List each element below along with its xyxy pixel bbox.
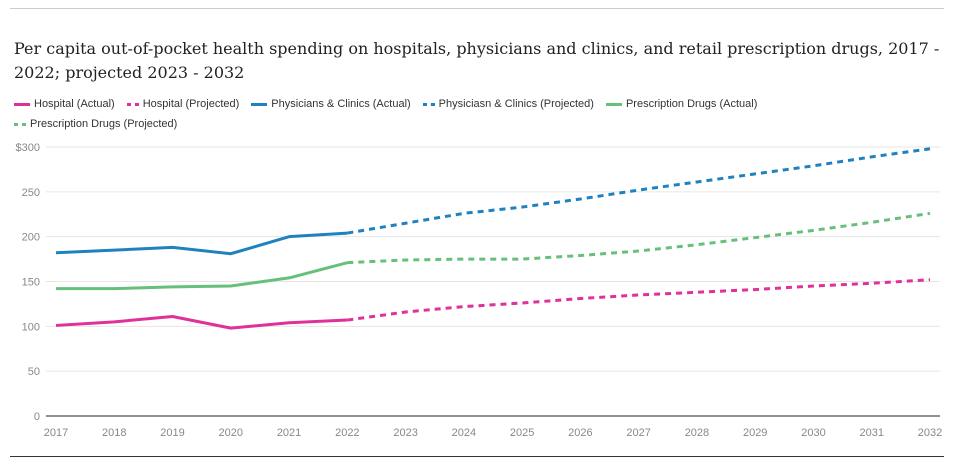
x-tick-label: 2025 — [510, 427, 534, 439]
series-line-prescription-drugs-projected — [347, 211, 931, 265]
legend-swatch — [126, 102, 139, 106]
x-tick-label: 2022 — [335, 427, 359, 439]
x-tick-label: 2028 — [685, 427, 709, 439]
y-tick-label: 200 — [22, 232, 40, 244]
x-tick-label: 2021 — [277, 427, 301, 439]
x-tick-label: 2018 — [102, 427, 126, 439]
bottom-divider — [10, 456, 944, 457]
y-tick-label: 100 — [22, 321, 40, 333]
legend-swatch — [14, 102, 30, 106]
x-tick-label: 2030 — [801, 427, 825, 439]
legend-label: Physiciasn & Clinics (Projected) — [438, 98, 594, 110]
legend-swatch — [14, 122, 26, 126]
series-line-physicians-clinics-actual — [55, 231, 348, 256]
legend-item[interactable]: Hospital (Actual) — [14, 94, 115, 114]
chart-title: Per capita out-of-pocket health spending… — [14, 39, 940, 82]
y-tick-label: $300 — [16, 142, 40, 154]
legend-item[interactable]: Hospital (Projected) — [126, 94, 240, 114]
y-tick-label: 50 — [28, 366, 40, 378]
y-tick-label: 150 — [22, 277, 40, 289]
x-tick-label: 2026 — [568, 427, 592, 439]
x-tick-label: 2031 — [859, 427, 883, 439]
legend-item[interactable]: Physiciasn & Clinics (Projected) — [422, 94, 594, 114]
x-tick-label: 2027 — [626, 427, 650, 439]
x-tick-label: 2017 — [44, 427, 68, 439]
x-tick-label: 2020 — [219, 427, 243, 439]
legend-swatch — [422, 102, 435, 106]
legend-label: Hospital (Actual) — [34, 98, 115, 110]
legend: Hospital (Actual) Hospital (Projected) Phy… — [14, 94, 944, 134]
series-line-prescription-drugs-actual — [56, 261, 348, 291]
series-line-hospital-projected — [347, 278, 931, 322]
x-tick-label: 2029 — [743, 427, 767, 439]
legend-item[interactable]: Prescription Drugs (Actual) — [605, 94, 758, 114]
series-line-hospital-actual — [55, 314, 348, 330]
legend-swatch — [251, 102, 268, 106]
legend-label: Prescription Drugs (Actual) — [625, 98, 758, 110]
legend-swatch — [605, 102, 622, 106]
y-tick-label: 0 — [34, 411, 40, 423]
legend-item[interactable]: Prescription Drugs (Projected) — [14, 114, 177, 134]
legend-item[interactable]: Physicians & Clinics (Actual) — [251, 94, 411, 114]
legend-label: Hospital (Projected) — [142, 98, 240, 110]
x-tick-label: 2023 — [393, 427, 417, 439]
x-tick-label: 2024 — [452, 427, 476, 439]
x-tick-label: 2032 — [918, 427, 942, 439]
legend-label: Prescription Drugs (Projected) — [30, 118, 178, 130]
top-divider — [10, 8, 944, 9]
x-tick-label: 2019 — [160, 427, 184, 439]
legend-label: Physicians & Clinics (Actual) — [271, 98, 411, 110]
y-tick-label: 250 — [22, 187, 40, 199]
